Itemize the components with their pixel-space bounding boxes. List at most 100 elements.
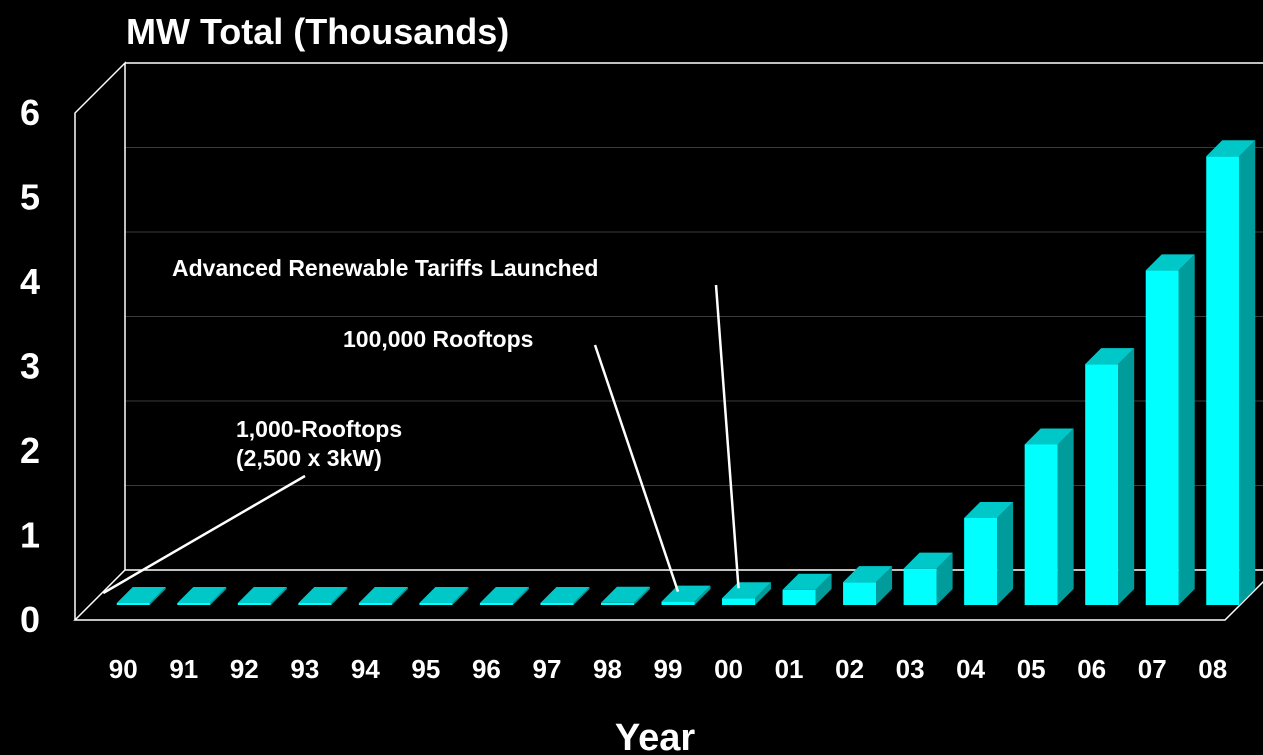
- bar-side: [694, 585, 711, 605]
- bar: [1145, 254, 1195, 605]
- bar-side: [1178, 254, 1195, 605]
- annotation-line: 1,000-Rooftops: [236, 416, 402, 442]
- bar-top: [1145, 254, 1195, 271]
- y-tick-label: 6: [20, 92, 40, 133]
- annotation-leader: [714, 284, 740, 589]
- bar-side: [1057, 428, 1074, 605]
- annotations: 1,000-Rooftops (2,500 x 3kW) 100,000 Rooft…: [172, 255, 598, 471]
- x-tick-label: 94: [351, 654, 380, 684]
- bar-top: [661, 585, 711, 602]
- bar-front: [661, 601, 695, 605]
- x-tick-label: 04: [956, 654, 985, 684]
- bar-side: [633, 586, 650, 605]
- bar-front: [1145, 270, 1179, 605]
- bar-side: [452, 587, 469, 605]
- bar-front: [843, 582, 877, 605]
- annotation-text: 1,000-Rooftops (2,500 x 3kW): [236, 416, 402, 471]
- bar-side: [876, 566, 893, 605]
- bar-front: [298, 603, 332, 605]
- x-tick-label: 03: [896, 654, 925, 684]
- bar-front: [540, 603, 574, 605]
- y-tick-label: 4: [20, 261, 40, 302]
- annotation-leader: [593, 344, 680, 593]
- bar: [843, 566, 893, 605]
- left-wall-frame: [74, 61, 126, 620]
- bar: [903, 552, 953, 605]
- bar: [1206, 140, 1256, 605]
- bar-front: [903, 568, 937, 605]
- bar-front: [177, 603, 211, 605]
- bar: [782, 573, 832, 605]
- bar-top: [1024, 428, 1074, 445]
- bar-front: [358, 603, 392, 605]
- bar: [177, 587, 227, 605]
- bar-top: [1085, 348, 1135, 365]
- bar: [540, 587, 590, 605]
- bar-top: [1206, 140, 1256, 157]
- chart-title: MW Total (Thousands): [126, 11, 509, 52]
- bar-side: [512, 587, 529, 605]
- y-tick-label: 2: [20, 430, 40, 471]
- annotation-leader: [102, 474, 306, 595]
- bar-top: [237, 587, 287, 603]
- bar-side: [270, 587, 287, 605]
- x-tick-label: 91: [169, 654, 198, 684]
- bars: [116, 140, 1256, 605]
- bar-top: [419, 587, 469, 603]
- bar-front: [1024, 444, 1058, 605]
- x-tick-label: 93: [290, 654, 319, 684]
- y-tick-label: 0: [20, 599, 40, 640]
- bar-front: [782, 589, 816, 605]
- annotation-leaders: [102, 284, 740, 595]
- bar: [1024, 428, 1074, 605]
- bar-side: [573, 587, 590, 605]
- bar-front: [722, 598, 756, 605]
- x-tick-label: 96: [472, 654, 501, 684]
- x-tick-label: 00: [714, 654, 743, 684]
- bar-front: [964, 517, 998, 605]
- bar-side: [936, 552, 953, 605]
- bar-front: [600, 602, 634, 605]
- bar: [116, 587, 166, 605]
- annotation-line: 100,000 Rooftops: [343, 326, 533, 352]
- bar: [237, 587, 287, 605]
- bar-top: [177, 587, 227, 603]
- bar-top: [358, 587, 408, 603]
- annotation-line: (2,500 x 3kW): [236, 445, 382, 471]
- bar-side: [755, 582, 772, 605]
- bar-front: [1206, 156, 1240, 605]
- bar: [358, 587, 408, 605]
- bar-side: [210, 587, 227, 605]
- bar: [479, 587, 529, 605]
- x-tick-label: 08: [1198, 654, 1227, 684]
- x-tick-label: 97: [532, 654, 561, 684]
- bar: [722, 582, 772, 605]
- bar-front: [116, 603, 150, 605]
- x-tick-label: 92: [230, 654, 259, 684]
- bar-top: [116, 587, 166, 603]
- x-tick-label: 07: [1138, 654, 1167, 684]
- bar-top: [964, 501, 1014, 518]
- bar-side: [331, 587, 348, 605]
- bar-top: [298, 587, 348, 603]
- bar-top: [722, 582, 772, 599]
- x-tick-label: 06: [1077, 654, 1106, 684]
- bar-front: [1085, 364, 1119, 605]
- annotation-text: 100,000 Rooftops: [343, 326, 533, 352]
- chart-labels: MW Total (Thousands) Year: [126, 11, 695, 755]
- bar: [600, 586, 650, 605]
- x-tick-label: 01: [775, 654, 804, 684]
- bar-top: [903, 552, 953, 569]
- grid-and-walls: [73, 61, 1263, 621]
- bar-side: [149, 587, 166, 605]
- x-tick-label: 90: [109, 654, 138, 684]
- bar-front: [419, 603, 453, 605]
- bar-side: [997, 501, 1014, 605]
- bar: [1085, 348, 1135, 605]
- bar-side: [1239, 140, 1256, 605]
- bar: [298, 587, 348, 605]
- y-tick-label: 3: [20, 346, 40, 387]
- x-tick-label: 05: [1017, 654, 1046, 684]
